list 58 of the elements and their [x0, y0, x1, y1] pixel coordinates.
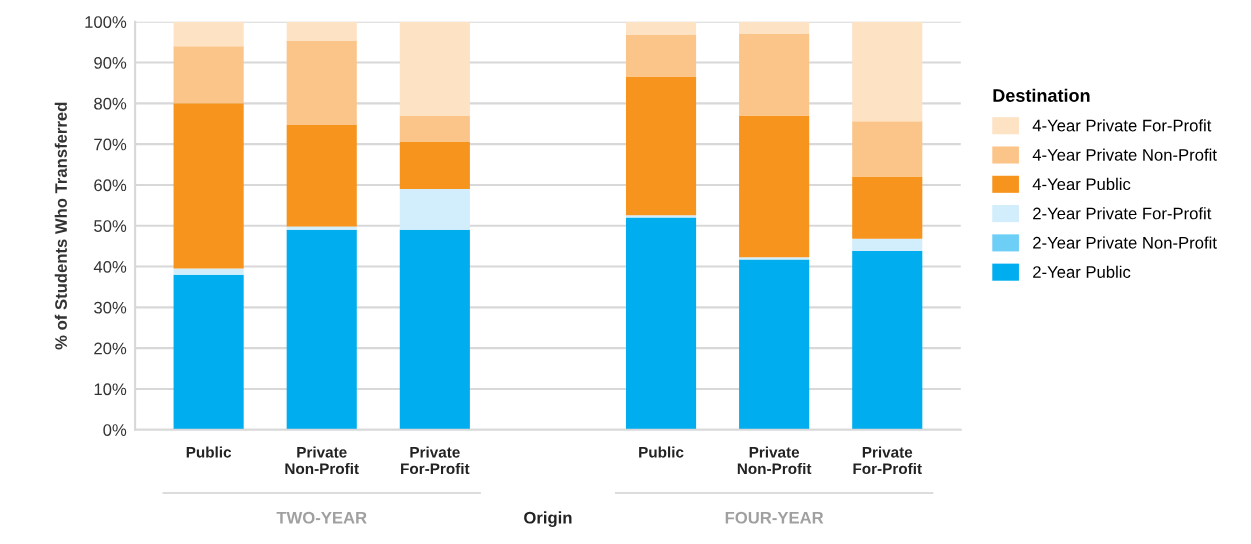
x-tick-label: Private Non-Profit — [737, 446, 812, 475]
y-tick-label: 20% — [94, 342, 127, 355]
y-axis-title: % of Students Who Transferred — [54, 102, 67, 350]
x-tick-label: Public — [186, 446, 232, 458]
bar — [399, 229, 470, 430]
x-axis-title: Origin — [524, 511, 572, 527]
y-tick-label: 70% — [94, 138, 127, 151]
bar — [173, 274, 244, 430]
x-tick-label: Private For-Profit — [853, 446, 922, 475]
bar — [625, 21, 697, 35]
bar — [286, 124, 357, 227]
bar — [286, 21, 357, 41]
legend-title: Destination — [993, 88, 1090, 102]
bar — [286, 229, 357, 430]
x-tick-label: Public — [639, 446, 684, 458]
bar — [852, 176, 923, 239]
bar — [625, 217, 697, 430]
bar — [625, 76, 697, 216]
bar — [852, 251, 923, 430]
legend-label: 2-Year Private For-Profit — [1033, 207, 1212, 220]
y-tick-label: 10% — [94, 383, 127, 396]
y-tick-label: 40% — [93, 260, 127, 273]
legend-label: 4-Year Private Non-Profit — [1032, 148, 1217, 161]
bar — [739, 257, 810, 260]
y-tick-label: 100% — [85, 16, 127, 28]
y-tick-label: 60% — [94, 179, 127, 192]
bar — [852, 121, 923, 177]
bar — [739, 115, 810, 258]
bar — [852, 238, 923, 252]
bar — [739, 33, 810, 116]
text: TWO-YEAR — [276, 511, 367, 524]
legend-label: 4-Year Public — [1032, 177, 1131, 191]
bar — [625, 34, 697, 77]
legend-label: 2-Year Private Non-Profit — [1033, 236, 1217, 249]
bar — [286, 226, 357, 230]
x-tick-label: Private For-Profit — [401, 446, 470, 475]
legend-label: 4-Year Private For-Profit — [1032, 119, 1212, 132]
bar — [399, 142, 470, 190]
bar — [399, 21, 470, 116]
y-tick-label: 50% — [94, 220, 127, 232]
y-tick-label: 90% — [94, 56, 127, 69]
y-tick-label: 30% — [94, 301, 127, 314]
bar — [399, 115, 470, 143]
y-tick-label: 80% — [94, 97, 127, 110]
bar — [739, 21, 810, 34]
legend-label: 2-Year Public — [1033, 265, 1131, 278]
bar — [399, 189, 470, 230]
bar — [739, 259, 810, 430]
bar — [173, 46, 244, 104]
bar — [852, 21, 923, 122]
bar — [173, 103, 244, 269]
bar — [286, 40, 357, 125]
bar — [625, 215, 697, 218]
bar — [173, 268, 244, 275]
bar — [173, 21, 244, 47]
text: FOUR-YEAR — [725, 511, 824, 524]
x-tick-label: Private Non-Profit — [285, 446, 359, 475]
y-tick-label: 0% — [103, 424, 127, 436]
